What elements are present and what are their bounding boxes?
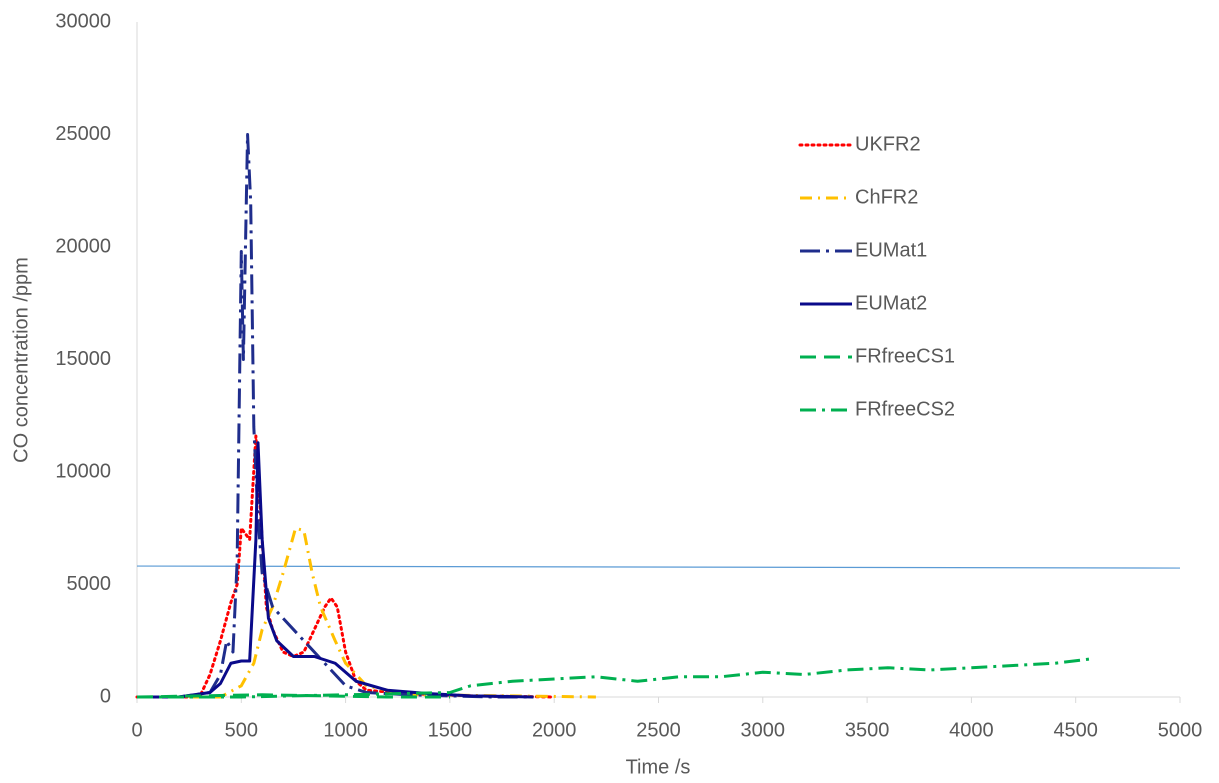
x-tick-label: 5000 — [1158, 719, 1203, 741]
x-tick-label: 0 — [131, 719, 142, 741]
y-tick-label: 20000 — [55, 235, 111, 257]
x-axis-title: Time /s — [626, 756, 691, 778]
y-tick-label: 10000 — [55, 460, 111, 482]
x-tick-label: 2500 — [636, 719, 681, 741]
x-tick-label: 1000 — [323, 719, 368, 741]
series-line — [137, 441, 534, 699]
legend-label: ChFR2 — [855, 186, 918, 208]
y-tick-label: 0 — [100, 685, 111, 707]
series-line — [137, 133, 534, 699]
x-tick-label: 1500 — [428, 719, 473, 741]
x-tick-label: 3000 — [741, 719, 786, 741]
legend-label: FRfreeCS2 — [855, 398, 955, 420]
y-axis-title: CO concentration /ppm — [10, 257, 32, 463]
legend-label: EUMat2 — [855, 292, 927, 314]
x-tick-label: 4500 — [1053, 719, 1098, 741]
legend-label: EUMat1 — [855, 239, 927, 261]
legend-label: UKFR2 — [855, 133, 921, 155]
series-line — [137, 657, 1093, 699]
x-tick-label: 3500 — [845, 719, 890, 741]
y-tick-label: 30000 — [55, 10, 111, 32]
y-tick-label: 15000 — [55, 348, 111, 370]
reference-line — [136, 565, 1181, 569]
y-tick-label: 5000 — [67, 573, 112, 595]
x-tick-label: 4000 — [949, 719, 994, 741]
series-line — [137, 526, 596, 699]
x-tick-label: 500 — [225, 719, 258, 741]
y-tick-label: 25000 — [55, 123, 111, 145]
x-tick-label: 2000 — [532, 719, 577, 741]
legend-label: FRfreeCS1 — [855, 345, 955, 367]
